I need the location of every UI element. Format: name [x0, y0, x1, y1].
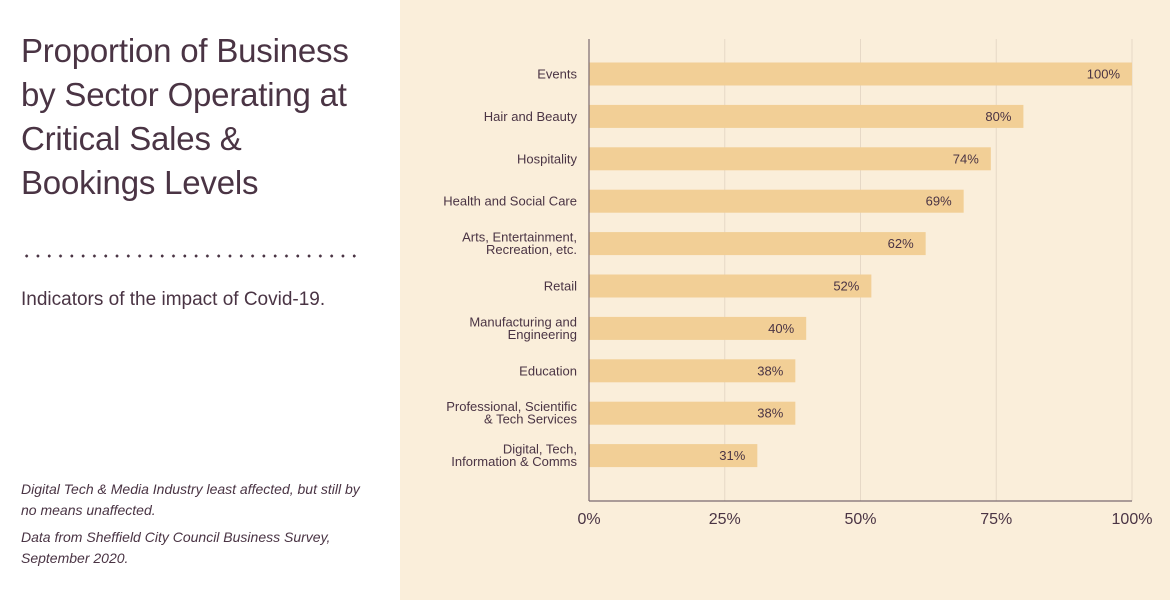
category-label-line: Digital, Tech,	[503, 442, 577, 457]
footnote-insight: Digital Tech & Media Industry least affe…	[21, 481, 360, 518]
category-label-line: Education	[519, 363, 577, 378]
bar-value-label: 38%	[757, 363, 783, 378]
category-label: Events	[537, 67, 577, 82]
bar	[589, 444, 758, 468]
bar-value-label: 100%	[1087, 67, 1121, 82]
category-label: Health and Social Care	[443, 194, 577, 209]
category-label: Digital, Tech, Information & Comms	[451, 442, 577, 470]
category-label-line: Manufacturing and	[469, 314, 577, 329]
chart-panel: 100% Events 80% Hair and Beauty 74% Hospitali…	[400, 0, 1170, 600]
category-label-line: Hospitality	[517, 151, 577, 166]
bar	[589, 232, 926, 256]
bar	[589, 104, 1024, 128]
bar-value-label: 62%	[888, 236, 914, 251]
bar-value-label: 52%	[833, 279, 859, 294]
bar	[589, 189, 964, 213]
bar	[589, 401, 796, 425]
bar	[589, 62, 1132, 86]
category-label: Professional, Scientific & Tech Services	[446, 399, 577, 427]
category-label: Retail	[544, 279, 577, 294]
bar	[589, 274, 872, 298]
x-tick-label: 50%	[844, 511, 876, 528]
category-label: Education	[519, 363, 577, 378]
bar-value-label: 74%	[953, 151, 979, 166]
x-tick-label: 25%	[709, 511, 741, 528]
category-label-line: & Tech Services	[484, 412, 577, 427]
footnote-source: Data from Sheffield City Council Busines…	[21, 529, 331, 566]
x-tick-label: 0%	[577, 511, 600, 528]
bar-value-label: 38%	[757, 406, 783, 421]
bar	[589, 147, 991, 171]
dotted-divider	[21, 254, 361, 258]
x-tick-label: 75%	[980, 511, 1012, 528]
bar-value-label: 69%	[926, 194, 952, 209]
category-label: Hair and Beauty	[484, 109, 578, 124]
category-label-line: Professional, Scientific	[446, 399, 577, 414]
category-label-line: Information & Comms	[451, 454, 577, 469]
page-title: Proportion of Business by Sector Operati…	[21, 32, 349, 201]
bar-value-label: 80%	[985, 109, 1011, 124]
info-panel: Proportion of Business by Sector Operati…	[0, 0, 400, 600]
category-label: Manufacturing and Engineering	[469, 314, 577, 342]
x-tick-label: 100%	[1112, 511, 1153, 528]
bar	[589, 316, 807, 340]
category-label-line: Retail	[544, 279, 577, 294]
category-label-line: Arts, Entertainment,	[462, 230, 577, 245]
bar-value-label: 40%	[768, 321, 794, 336]
category-label-line: Hair and Beauty	[484, 109, 578, 124]
category-label-line: Recreation, etc.	[486, 242, 577, 257]
bar-value-label: 31%	[719, 448, 745, 463]
category-label-line: Events	[537, 67, 577, 82]
subtitle: Indicators of the impact of Covid-19.	[21, 289, 326, 310]
category-label-line: Engineering	[508, 327, 577, 342]
bar	[589, 359, 796, 383]
bar-chart: 100% Events 80% Hair and Beauty 74% Hospitali…	[443, 39, 1153, 528]
category-label-line: Health and Social Care	[443, 194, 577, 209]
category-label: Arts, Entertainment, Recreation, etc.	[462, 230, 577, 258]
category-label: Hospitality	[517, 151, 577, 166]
